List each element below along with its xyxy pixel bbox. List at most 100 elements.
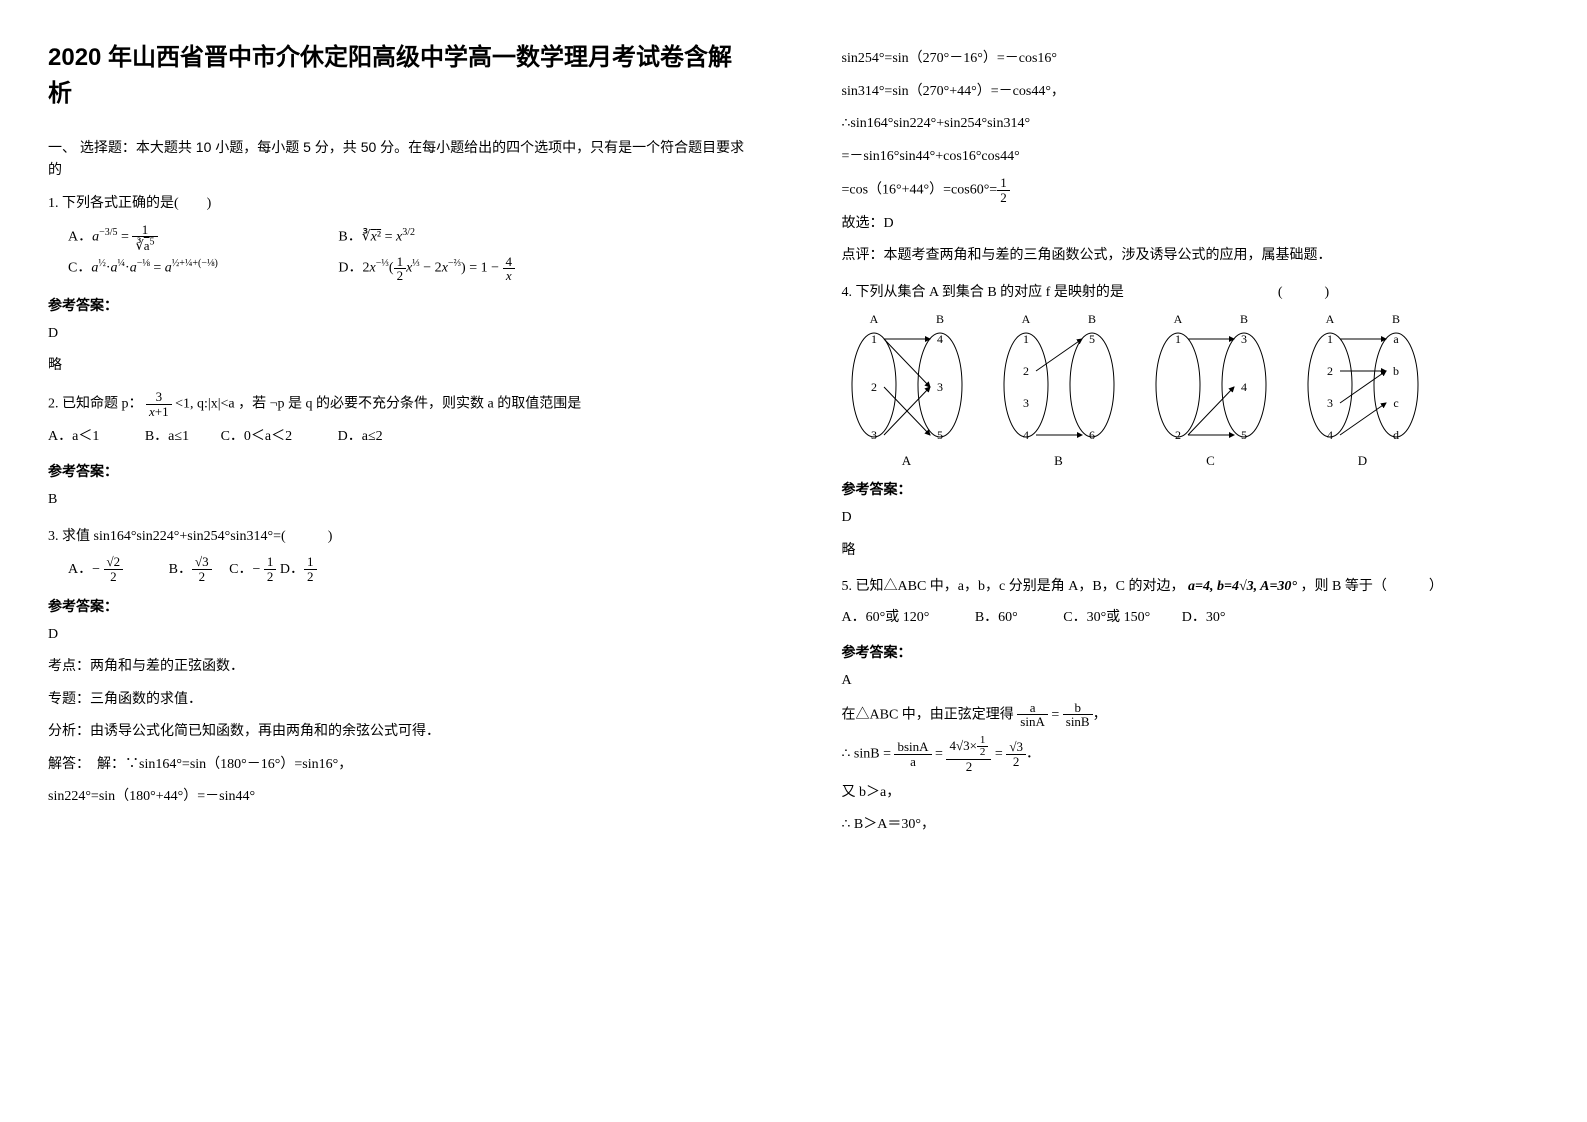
- q3-options: A．− √22 B．√32 C．− 12 D．12: [68, 555, 746, 586]
- q1-expl: 略: [48, 353, 746, 380]
- q2-stem-post: ，若 ¬p 是 q 的必要不充分条件，则实数 a 的取值范围是: [238, 396, 581, 411]
- q5-options: A．60°或 120° B．60° C．30°或 150° D．30°: [842, 605, 1540, 632]
- q3-jieda-lead: 解答： 解：∵sin164°=sin（180°－16°）=sin16°，: [48, 752, 746, 779]
- answer-label: 参考答案：: [842, 479, 1540, 499]
- q1-answer: D: [48, 321, 746, 348]
- q5-optC: C．30°或 150°: [1063, 610, 1150, 625]
- svg-text:2: 2: [1023, 364, 1029, 378]
- svg-text:B: B: [1391, 312, 1399, 326]
- svg-text:B: B: [935, 312, 943, 326]
- q2-optB: B．a≤1: [145, 429, 189, 444]
- q5-optD: D．30°: [1182, 610, 1226, 625]
- q4-stem: 4. 下列从集合 A 到集合 B 的对应 f 是映射的是 ( ): [842, 280, 1540, 305]
- svg-text:5: 5: [1241, 428, 1247, 442]
- q5-optB: B．60°: [975, 610, 1018, 625]
- q2-stem-pre: 2. 已知命题 p：: [48, 396, 143, 411]
- q5-cond: a=4, b=4√3, A=30°: [1188, 579, 1297, 594]
- svg-text:A: A: [1173, 312, 1182, 326]
- q4-label-B: B: [994, 453, 1124, 469]
- svg-text:A: A: [869, 312, 878, 326]
- q1-stem: 1. 下列各式正确的是( ): [48, 191, 746, 216]
- q4-labels: A B C D: [842, 453, 1540, 469]
- mapping-diagram-A: A B 1 2 3 4 3 5: [842, 311, 972, 451]
- q3-line4: sin314°=sin（270°+44°）=－cos44°，: [842, 79, 1540, 106]
- svg-text:b: b: [1393, 364, 1399, 378]
- svg-text:4: 4: [1327, 428, 1333, 442]
- mapping-diagram-B: A B 1 2 3 4 5 6: [994, 311, 1124, 451]
- svg-text:4: 4: [1023, 428, 1029, 442]
- q2-answer: B: [48, 487, 746, 514]
- svg-text:6: 6: [1089, 428, 1095, 442]
- q3-line5: ∴sin164°sin224°+sin254°sin314°: [842, 111, 1540, 138]
- answer-label: 参考答案：: [842, 642, 1540, 662]
- answer-label: 参考答案：: [48, 596, 746, 616]
- svg-text:3: 3: [1241, 332, 1247, 346]
- svg-text:1: 1: [1175, 332, 1181, 346]
- q2-optC: C．0＜a＜2: [221, 429, 293, 444]
- q5-optA: A．60°或 120°: [842, 610, 930, 625]
- q1-optA: A．a−3/5 = 1∛a5: [68, 222, 318, 253]
- q3-line2: sin224°=sin（180°+44°）=－sin44°: [48, 784, 746, 811]
- q4-diagrams: A B 1 2 3 4 3 5 A B 1 2 3 4 5 6 A B 1 2 3 4 5 A B 1 2 3 4 a b c d: [842, 311, 1540, 451]
- q2-stem-mid: <1, q:|x|<a: [175, 396, 235, 411]
- q3-line3: sin254°=sin（270°－16°）=－cos16°: [842, 46, 1540, 73]
- q2-optA: A．a＜1: [48, 429, 99, 444]
- svg-text:3: 3: [937, 380, 943, 394]
- mapping-diagram-D: A B 1 2 3 4 a b c d: [1298, 311, 1428, 451]
- q4-label-C: C: [1146, 453, 1276, 469]
- svg-text:3: 3: [1023, 396, 1029, 410]
- svg-text:A: A: [1021, 312, 1030, 326]
- q5-line1: 在△ABC 中，由正弦定理得 asinA = bsinB，: [842, 701, 1540, 729]
- q1-optC: C．a½·a¼·a−⅛ = a½+¼+(−⅛): [68, 253, 318, 284]
- q2-stem: 2. 已知命题 p： 3x+1 <1, q:|x|<a ，若 ¬p 是 q 的必…: [48, 390, 746, 418]
- q3-kaodian: 考点：两角和与差的正弦函数．: [48, 654, 746, 681]
- q3-line7: =cos（16°+44°）=cos60°=12: [842, 176, 1540, 204]
- svg-text:1: 1: [1327, 332, 1333, 346]
- svg-text:c: c: [1393, 396, 1398, 410]
- svg-text:3: 3: [1327, 396, 1333, 410]
- q1-optB: B．∛x² = x3/2: [338, 222, 588, 253]
- q4-expl: 略: [842, 538, 1540, 565]
- answer-label: 参考答案：: [48, 295, 746, 315]
- q5-stem-pre: 5. 已知△ABC 中，a，b，c 分别是角 A，B，C 的对边，: [842, 579, 1185, 594]
- q3-line6: =－sin16°sin44°+cos16°cos44°: [842, 144, 1540, 171]
- svg-text:A: A: [1325, 312, 1334, 326]
- q4-label-A: A: [842, 453, 972, 469]
- q3-stem: 3. 求值 sin164°sin224°+sin254°sin314°=( ): [48, 524, 746, 549]
- q2-options: A．a＜1 B．a≤1 C．0＜a＜2 D．a≤2: [48, 424, 746, 451]
- svg-text:B: B: [1239, 312, 1247, 326]
- q3-zhuanti: 专题：三角函数的求值．: [48, 687, 746, 714]
- q5-line4: ∴ B＞A＝30°，: [842, 812, 1540, 839]
- svg-text:2: 2: [1175, 428, 1181, 442]
- svg-text:d: d: [1393, 428, 1399, 442]
- q5-stem-post: ，则 B 等于（ ）: [1301, 579, 1443, 594]
- answer-label: 参考答案：: [48, 461, 746, 481]
- q3-dianping: 点评：本题考查两角和与差的三角函数公式，涉及诱导公式的应用，属基础题．: [842, 243, 1540, 270]
- page-title: 2020 年山西省晋中市介休定阳高级中学高一数学理月考试卷含解析: [48, 40, 746, 112]
- mapping-diagram-C: A B 1 2 3 4 5: [1146, 311, 1276, 451]
- svg-text:5: 5: [1089, 332, 1095, 346]
- q1-options: A．a−3/5 = 1∛a5 B．∛x² = x3/2 C．a½·a¼·a−⅛ …: [68, 222, 746, 285]
- q2-optD: D．a≤2: [338, 429, 383, 444]
- svg-text:B: B: [1087, 312, 1095, 326]
- svg-text:2: 2: [871, 380, 877, 394]
- q4-label-D: D: [1298, 453, 1428, 469]
- q5-line3: 又 b＞a，: [842, 780, 1540, 807]
- svg-text:3: 3: [871, 428, 877, 442]
- svg-text:4: 4: [937, 332, 943, 346]
- q4-answer: D: [842, 505, 1540, 532]
- svg-text:a: a: [1393, 332, 1399, 346]
- q5-answer: A: [842, 668, 1540, 695]
- svg-text:1: 1: [871, 332, 877, 346]
- svg-text:4: 4: [1241, 380, 1247, 394]
- q3-answer: D: [48, 622, 746, 649]
- q3-fenxi: 分析：由诱导公式化简已知函数，再由两角和的余弦公式可得．: [48, 719, 746, 746]
- q1-optD: D．2x−⅓(12x⅓ − 2x−⅔) = 1 − 4x: [338, 253, 588, 284]
- svg-text:1: 1: [1023, 332, 1029, 346]
- q5-stem: 5. 已知△ABC 中，a，b，c 分别是角 A，B，C 的对边， a=4, b…: [842, 574, 1540, 599]
- svg-text:5: 5: [937, 428, 943, 442]
- q3-guxuan: 故选：D: [842, 211, 1540, 238]
- q5-line2: ∴ sinB = bsinAa = 4√3×122 = √32．: [842, 735, 1540, 774]
- svg-text:2: 2: [1327, 364, 1333, 378]
- section-heading: 一、 选择题：本大题共 10 小题，每小题 5 分，共 50 分。在每小题给出的…: [48, 136, 746, 181]
